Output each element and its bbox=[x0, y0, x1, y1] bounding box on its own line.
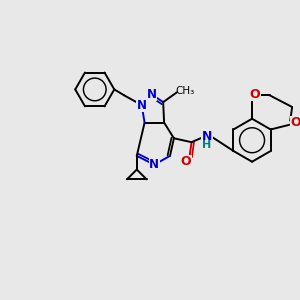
Text: N: N bbox=[202, 130, 212, 143]
Text: O: O bbox=[180, 155, 191, 168]
Text: CH₃: CH₃ bbox=[175, 86, 194, 96]
Text: O: O bbox=[291, 116, 300, 129]
Text: H: H bbox=[202, 140, 212, 150]
Text: N: N bbox=[149, 158, 159, 171]
Text: O: O bbox=[250, 88, 260, 101]
Text: N: N bbox=[146, 88, 156, 101]
Text: N: N bbox=[137, 99, 147, 112]
